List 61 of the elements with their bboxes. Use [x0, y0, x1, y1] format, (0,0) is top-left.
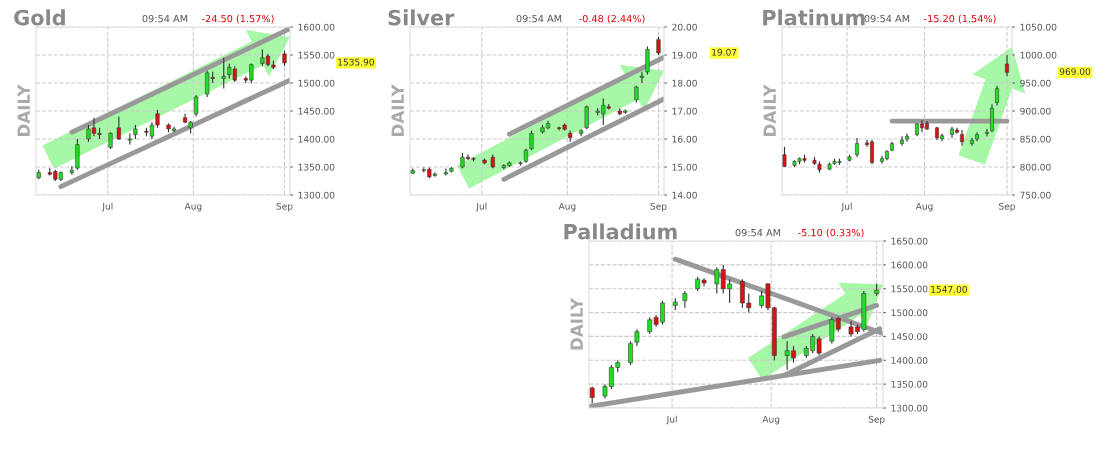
y-tick-label: 1550.00	[298, 51, 335, 59]
text: -24.50 (1.57%)	[202, 14, 274, 24]
y-tick-label: 950.00	[1020, 79, 1051, 87]
y-tick-label: 1050.00	[1020, 23, 1057, 31]
x-tick-label: Aug	[915, 202, 933, 212]
x-tick-label: Aug	[184, 202, 202, 212]
text: 1535.90	[338, 58, 374, 66]
y-tick-label: 1450.00	[891, 333, 928, 340]
y-tick-label: 18.00	[672, 79, 697, 87]
y-tick-label: 1500.00	[891, 309, 928, 317]
y-tick-label: 1300.00	[298, 191, 335, 199]
y-tick-label: 1650.00	[891, 237, 928, 245]
x-tick-label: Jul	[666, 415, 677, 425]
chart-title: Palladium	[564, 223, 677, 240]
text: -15.20 (1.54%)	[924, 14, 996, 24]
x-tick-label: Jul	[101, 202, 113, 212]
y-tick-label: 750.00	[1020, 191, 1051, 199]
y-tick-label: 1450.00	[298, 107, 335, 115]
text: 09:54 AM	[516, 14, 562, 23]
y-tick-label: 14.00	[672, 191, 697, 199]
y-tick-label: 19.00	[672, 51, 697, 59]
chart-title: Platinum	[763, 9, 865, 26]
y-tick-label: 1000.00	[1020, 51, 1057, 59]
text: -5.10 (0.33%)	[798, 228, 864, 238]
text: -0.48 (2.44%)	[579, 14, 645, 24]
x-tick-label: Sep	[868, 415, 885, 425]
y-axis-title: DAILY	[763, 84, 776, 136]
text: 969.00	[1059, 68, 1091, 75]
y-tick-label: 1500.00	[298, 79, 335, 87]
y-tick-label: 15.00	[672, 163, 697, 171]
y-tick-label: 1550.00	[891, 285, 928, 293]
y-tick-label: 1400.00	[298, 135, 335, 143]
y-tick-label: 1350.00	[891, 380, 928, 388]
y-tick-label: 1300.00	[891, 404, 928, 412]
y-tick-label: 800.00	[1020, 163, 1051, 171]
y-tick-label: 1350.00	[298, 163, 335, 171]
chart-title: Gold	[14, 9, 65, 26]
x-tick-label: Jul	[841, 202, 852, 212]
y-tick-label: 1600.00	[891, 261, 928, 269]
y-axis-title: DAILY	[391, 84, 404, 136]
text: 19.07	[712, 48, 737, 56]
x-tick-label: Sep	[999, 202, 1016, 212]
x-tick-label: Aug	[558, 202, 576, 212]
x-tick-label: Aug	[762, 415, 780, 425]
x-tick-label: Jul	[475, 202, 487, 212]
text: 1547.00	[931, 285, 967, 293]
text: 09:54 AM	[142, 14, 188, 23]
y-tick-label: 20.00	[672, 23, 697, 31]
x-tick-label: Sep	[650, 202, 667, 212]
x-tick-label: Sep	[276, 202, 293, 212]
y-tick-label: 850.00	[1020, 135, 1051, 143]
y-tick-label: 17.00	[672, 107, 697, 115]
y-axis-title: DAILY	[17, 84, 30, 136]
y-tick-label: 1600.00	[298, 23, 335, 31]
text: 09:54 AM	[735, 228, 781, 237]
text: 09:54 AM	[864, 14, 910, 23]
y-axis-title: DAILY	[570, 297, 583, 350]
chart-title: Silver	[388, 9, 455, 26]
y-tick-label: 900.00	[1020, 107, 1051, 115]
y-tick-label: 16.00	[672, 135, 697, 143]
y-tick-label: 1400.00	[891, 357, 928, 364]
